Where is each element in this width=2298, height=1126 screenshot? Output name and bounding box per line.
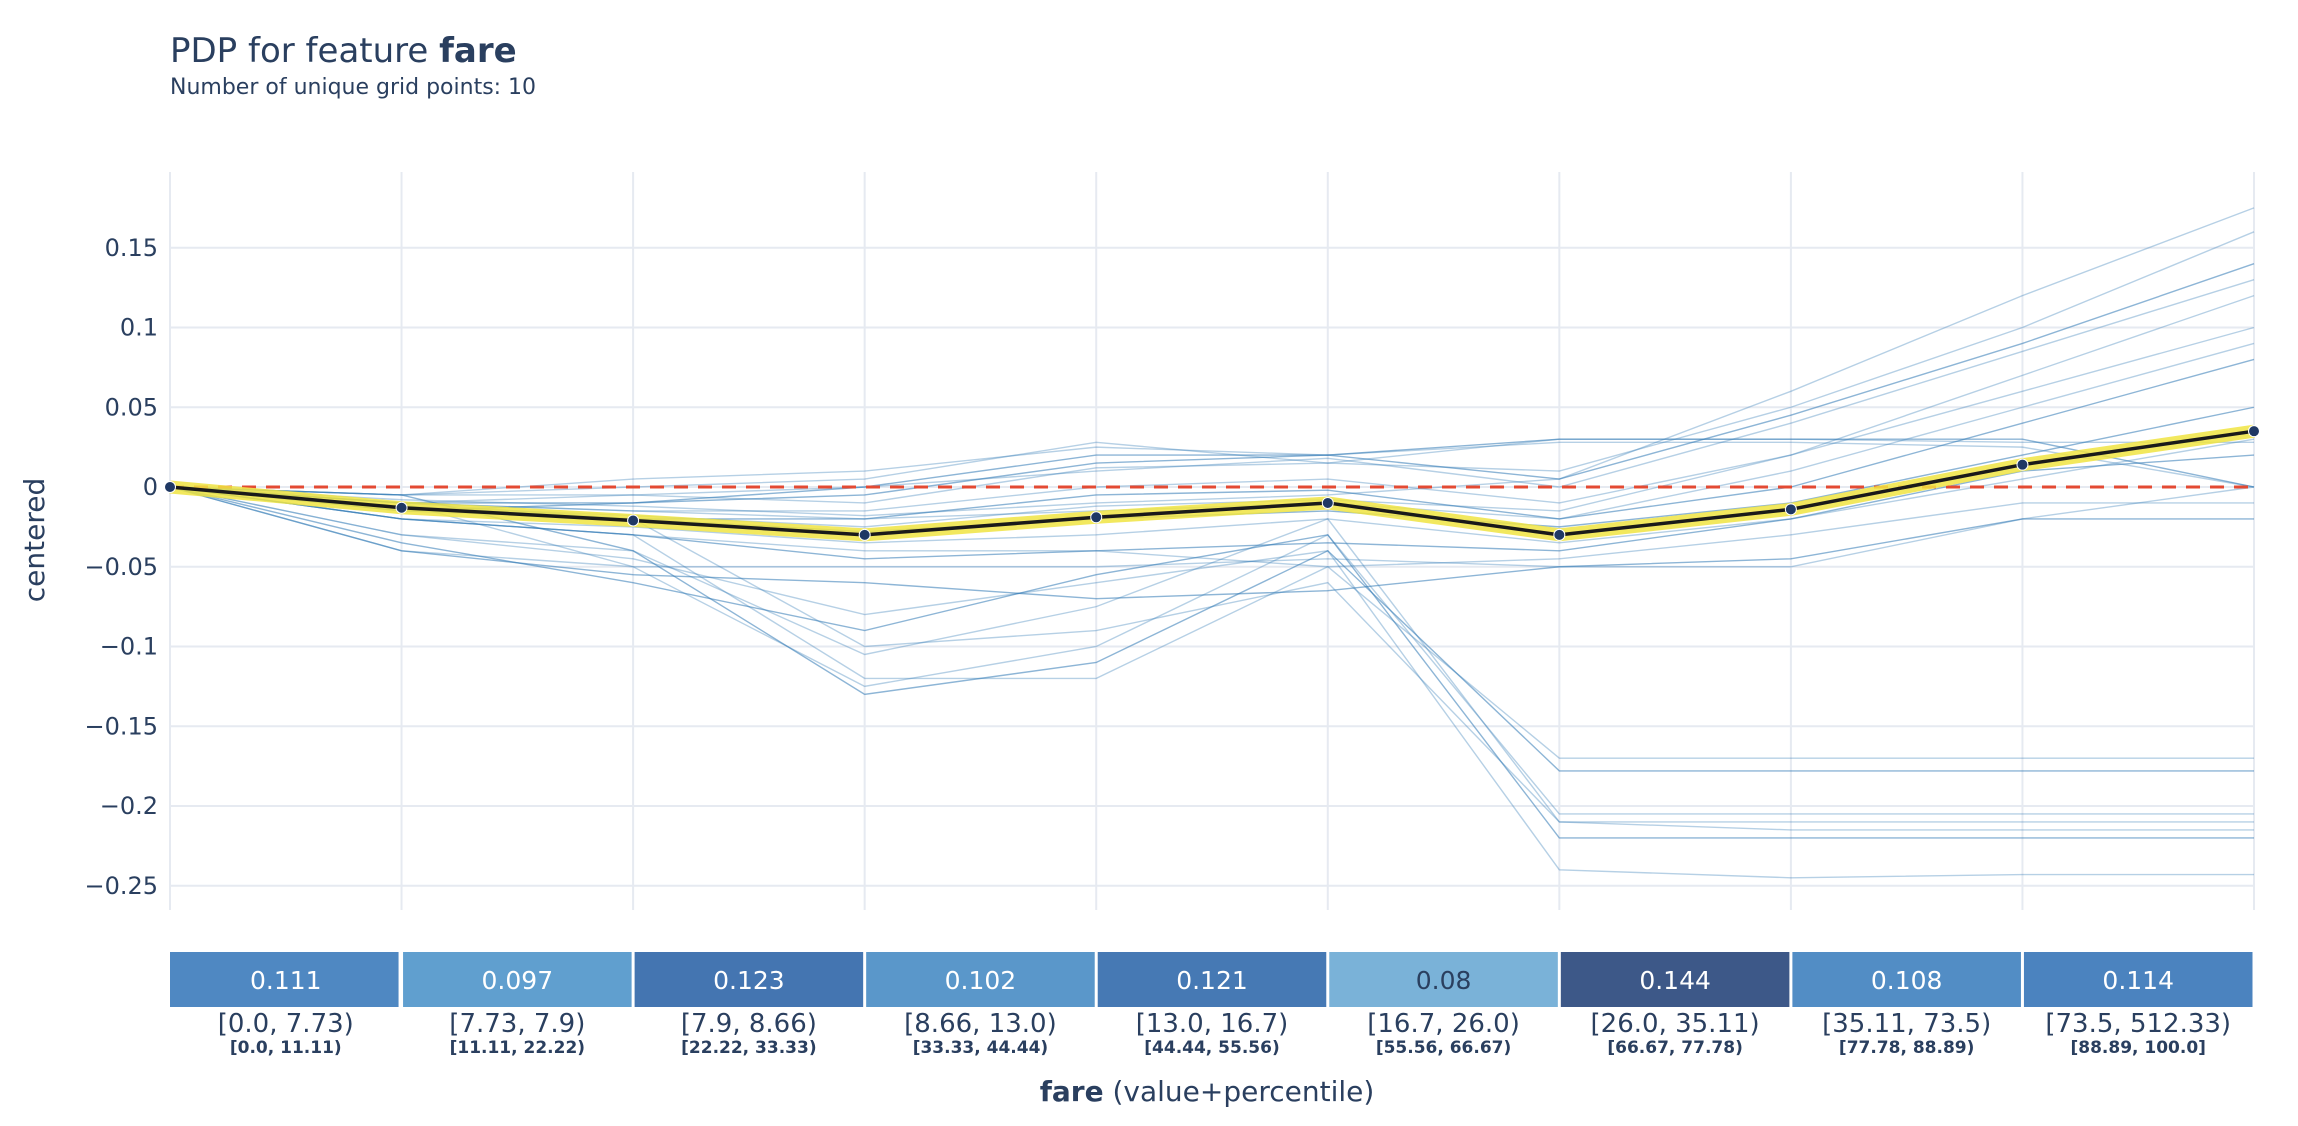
bin-value: 0.097 bbox=[482, 966, 554, 995]
ice-line bbox=[169, 263, 2255, 504]
bin-percentile-label: [33.33, 44.44) bbox=[913, 1038, 1048, 1058]
bin-cell bbox=[866, 952, 1095, 1007]
bin-range-label: [35.11, 73.5) bbox=[1822, 1009, 1991, 1039]
bin-cell bbox=[170, 952, 399, 1007]
ice-line bbox=[169, 207, 2255, 517]
bin-percentile-label: [44.44, 55.56) bbox=[1144, 1038, 1279, 1058]
bin-value: 0.102 bbox=[945, 966, 1017, 995]
bin-percentile-label: [88.89, 100.0] bbox=[2070, 1038, 2205, 1058]
ice-line bbox=[169, 278, 2255, 496]
y-tick-label: −0.15 bbox=[84, 712, 158, 740]
bin-cell bbox=[1097, 952, 1327, 1007]
pdp-marker bbox=[395, 501, 408, 514]
bin-cell bbox=[403, 952, 632, 1007]
ice-lines bbox=[169, 207, 2255, 879]
ice-line bbox=[169, 438, 2254, 496]
bin-range-label: [8.66, 13.0) bbox=[904, 1009, 1057, 1039]
bin-cell bbox=[1560, 952, 1790, 1007]
pdp-marker bbox=[1090, 511, 1103, 524]
y-tick-label: 0.1 bbox=[120, 314, 158, 342]
y-tick-label: −0.2 bbox=[100, 792, 158, 820]
bin-value: 0.08 bbox=[1416, 966, 1472, 995]
bin-cell bbox=[2023, 952, 2253, 1007]
ice-line bbox=[169, 486, 2254, 831]
chart-title: PDP for feature fare bbox=[170, 31, 517, 71]
bin-percentile-label: [11.11, 22.22) bbox=[450, 1038, 585, 1058]
y-tick-label: −0.05 bbox=[84, 553, 158, 581]
bin-range-label: [73.5, 512.33) bbox=[2045, 1009, 2231, 1039]
ice-line bbox=[169, 231, 2255, 504]
y-tick-label: 0 bbox=[143, 473, 158, 501]
pdp-marker bbox=[2248, 425, 2260, 438]
bin-range-label: [13.0, 16.7) bbox=[1136, 1009, 1289, 1039]
bin-range-label: [26.0, 35.11) bbox=[1591, 1009, 1760, 1039]
bin-percentile-label: [55.56, 66.67) bbox=[1376, 1038, 1511, 1058]
pdp-marker bbox=[1321, 496, 1334, 509]
pdp-marker bbox=[1784, 503, 1797, 516]
bin-cell bbox=[1792, 952, 2021, 1007]
y-tick-label: 0.15 bbox=[105, 234, 158, 262]
x-axis-title: fare (value+percentile) bbox=[1040, 1075, 1375, 1108]
bin-range-label: [7.73, 7.9) bbox=[449, 1009, 585, 1039]
ice-line bbox=[169, 486, 2254, 823]
bin-range-label: [16.7, 26.0) bbox=[1367, 1009, 1520, 1039]
y-tick-label: 0.05 bbox=[105, 393, 158, 421]
bin-cell bbox=[1329, 952, 1558, 1007]
bin-range-label: [7.9, 8.66) bbox=[681, 1009, 817, 1039]
chart-title-prefix: PDP for feature bbox=[170, 31, 439, 71]
bin-value: 0.123 bbox=[713, 966, 785, 995]
bin-value: 0.114 bbox=[2102, 966, 2174, 995]
chart-subtitle: Number of unique grid points: 10 bbox=[170, 75, 536, 100]
pdp-marker bbox=[1553, 528, 1566, 541]
chart-title-feature: fare bbox=[439, 31, 517, 71]
bin-cell bbox=[634, 952, 864, 1007]
y-tick-labels: 0.15 0.1 0.05 0 −0.05 −0.1 −0.15 −0.2 −0.25 bbox=[84, 234, 158, 900]
pdp-markers bbox=[164, 425, 2260, 541]
ice-line bbox=[169, 486, 2254, 772]
bin-percentile-label: [77.78, 88.89) bbox=[1839, 1038, 1974, 1058]
y-tick-label: −0.1 bbox=[100, 633, 158, 661]
bin-percentile-label: [0.0, 11.11) bbox=[230, 1038, 342, 1058]
ice-line bbox=[169, 438, 2255, 544]
ice-line bbox=[169, 438, 2255, 512]
pdp-marker bbox=[627, 514, 640, 527]
bin-percentile-label: [22.22, 33.33) bbox=[681, 1038, 816, 1058]
pdp-marker bbox=[858, 528, 871, 541]
pdp-marker bbox=[2016, 458, 2029, 471]
ice-line bbox=[169, 486, 2254, 815]
x-axis-title-suffix: (value+percentile) bbox=[1104, 1075, 1375, 1108]
bin-range-label: [0.0, 7.73) bbox=[218, 1009, 354, 1039]
bin-value: 0.108 bbox=[1871, 966, 1943, 995]
y-tick-label: −0.25 bbox=[84, 872, 158, 900]
ice-line bbox=[169, 486, 2254, 839]
x-axis-title-feature: fare bbox=[1040, 1075, 1104, 1108]
ice-line bbox=[169, 486, 2254, 759]
ice-line bbox=[169, 486, 2255, 568]
pdp-line bbox=[169, 429, 2255, 537]
bin-value: 0.144 bbox=[1639, 966, 1711, 995]
pdp-marker bbox=[164, 481, 176, 493]
bin-percentile-label: [66.67, 77.78) bbox=[1607, 1038, 1742, 1058]
bin-value: 0.121 bbox=[1176, 966, 1248, 995]
y-axis-title: centered bbox=[18, 478, 51, 602]
ice-line bbox=[169, 326, 2255, 512]
ice-line bbox=[169, 486, 2254, 879]
bin-value: 0.111 bbox=[250, 966, 322, 995]
ice-line bbox=[169, 454, 2255, 560]
bin-strip: 0.111 [0.0, 7.73)[0.0, 11.11) 0.097 [7.73, … bbox=[170, 952, 2253, 1058]
